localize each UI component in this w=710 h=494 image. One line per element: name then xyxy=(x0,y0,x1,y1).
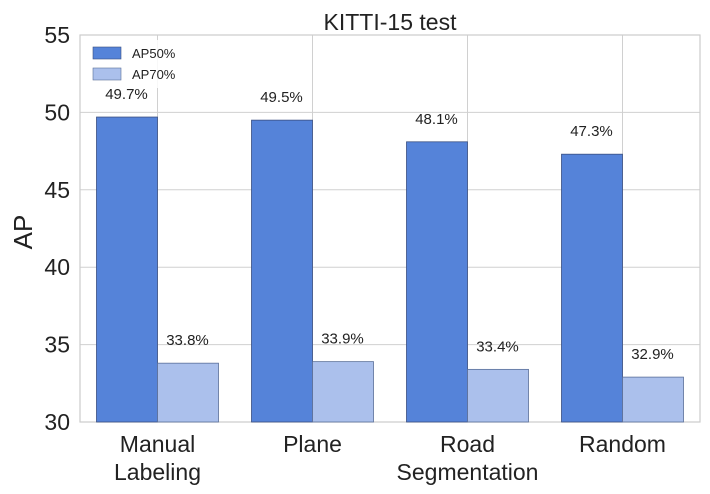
y-tick-label: 55 xyxy=(44,22,70,48)
legend-swatch-ap70 xyxy=(92,67,122,81)
y-tick-label: 50 xyxy=(44,99,70,125)
bar-value-label: 33.4% xyxy=(476,338,519,355)
bar-value-label: 33.8% xyxy=(166,332,209,349)
y-tick-label: 45 xyxy=(44,177,70,203)
y-axis-ticks: 30 35 40 45 50 55 xyxy=(44,22,70,435)
bar-ap50-3 xyxy=(561,153,623,423)
bar-value-label: 47.3% xyxy=(570,123,613,140)
legend: AP50% AP70% xyxy=(85,40,195,88)
x-tick-label: Random xyxy=(579,431,666,457)
x-tick-label: Manual xyxy=(120,431,195,457)
legend-label-ap70: AP70% xyxy=(132,67,176,82)
bar-ap70-0 xyxy=(157,362,219,423)
bar-ap70-2 xyxy=(467,368,529,423)
y-tick-label: 30 xyxy=(44,409,70,435)
bar-ap50-2 xyxy=(406,141,468,423)
bar-ap70-1 xyxy=(312,361,374,423)
bar-ap70-3 xyxy=(622,376,684,423)
bar-labels: 49.7% 33.8% 49.5% 33.9% 48.1% 33.4% 47.3% 32.9% xyxy=(105,86,674,363)
bar-value-label: 49.7% xyxy=(105,86,148,103)
x-tick-label: Labeling xyxy=(114,459,201,485)
y-tick-label: 40 xyxy=(44,254,70,280)
legend-label-ap50: AP50% xyxy=(132,46,176,61)
plot-frame xyxy=(79,34,701,423)
bar-value-label: 48.1% xyxy=(415,111,458,128)
legend-swatch-ap50 xyxy=(92,46,122,60)
y-axis-label: AP xyxy=(8,215,38,250)
x-tick-label: Segmentation xyxy=(397,459,539,485)
bar-ap50-0 xyxy=(96,116,158,423)
x-tick-label: Plane xyxy=(283,431,342,457)
bar-value-label: 49.5% xyxy=(260,89,303,106)
y-tick-label: 35 xyxy=(44,332,70,358)
bars xyxy=(96,116,684,423)
chart-title: KITTI-15 test xyxy=(324,9,458,35)
bar-ap50-1 xyxy=(251,119,313,423)
x-tick-label: Road xyxy=(440,431,495,457)
bar-value-label: 33.9% xyxy=(321,331,364,348)
bar-value-label: 32.9% xyxy=(631,346,674,363)
